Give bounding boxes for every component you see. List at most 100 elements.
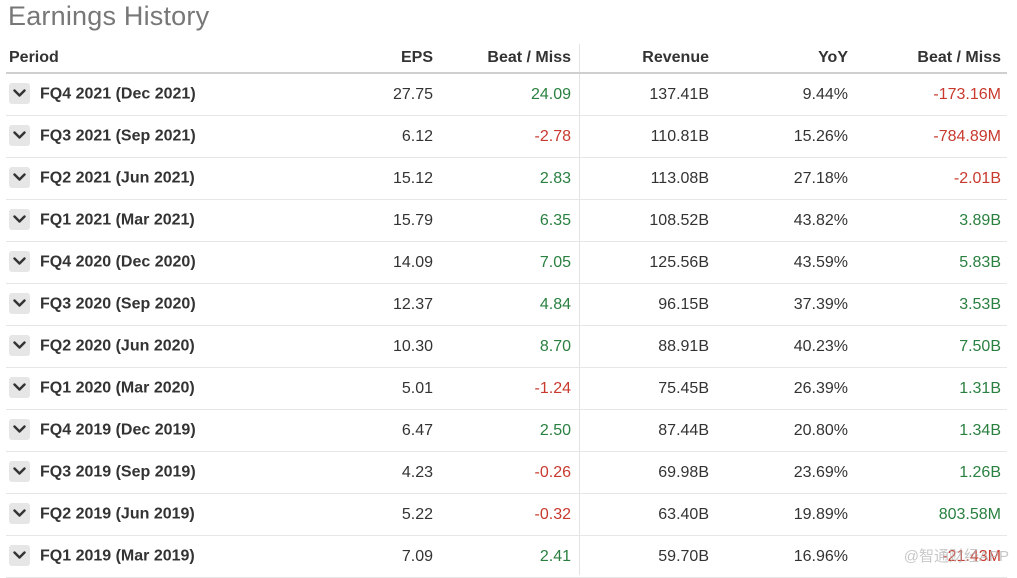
period-cell[interactable]: FQ1 2020 (Mar 2020) <box>6 367 299 410</box>
yoy-value: 27.18% <box>715 157 854 200</box>
eps-beat-miss-value: 7.05 <box>439 241 577 284</box>
period-cell[interactable]: FQ1 2019 (Mar 2019) <box>6 535 299 578</box>
revenue-value: 88.91B <box>577 325 715 368</box>
period-label: FQ2 2021 (Jun 2021) <box>40 169 195 187</box>
revenue-beat-miss-value: -784.89M <box>854 115 1007 158</box>
chevron-down-icon[interactable] <box>9 419 30 440</box>
table-row: FQ1 2021 (Mar 2021) 15.79 6.35 108.52B 43.82… <box>6 199 1007 242</box>
revenue-value: 137.41B <box>577 73 715 116</box>
period-cell[interactable]: FQ3 2020 (Sep 2020) <box>6 283 299 326</box>
eps-beat-miss-value: -0.32 <box>439 493 577 536</box>
period-label: FQ4 2020 (Dec 2020) <box>40 253 196 271</box>
eps-beat-miss-value: 6.35 <box>439 199 577 242</box>
revenue-value: 96.15B <box>577 283 715 326</box>
yoy-value: 37.39% <box>715 283 854 326</box>
table-row: FQ2 2020 (Jun 2020) 10.30 8.70 88.91B 40.23%… <box>6 325 1007 368</box>
table-row: FQ4 2020 (Dec 2020) 14.09 7.05 125.56B 43.59… <box>6 241 1007 284</box>
eps-beat-miss-value: 8.70 <box>439 325 577 368</box>
eps-beat-miss-value: 24.09 <box>439 73 577 116</box>
yoy-value: 9.44% <box>715 73 854 116</box>
chevron-down-icon[interactable] <box>9 293 30 314</box>
eps-beat-miss-value: 2.83 <box>439 157 577 200</box>
eps-value: 5.01 <box>299 367 439 410</box>
period-cell[interactable]: FQ2 2021 (Jun 2021) <box>6 157 299 200</box>
period-label: FQ3 2020 (Sep 2020) <box>40 295 196 313</box>
eps-value: 7.09 <box>299 535 439 578</box>
eps-beat-miss-value: 2.50 <box>439 409 577 452</box>
column-header-eps-beat-miss[interactable]: Beat / Miss <box>439 44 577 74</box>
eps-beat-miss-value: -1.24 <box>439 367 577 410</box>
eps-value: 27.75 <box>299 73 439 116</box>
yoy-value: 43.59% <box>715 241 854 284</box>
revenue-value: 110.81B <box>577 115 715 158</box>
revenue-beat-miss-value: -2.01B <box>854 157 1007 200</box>
revenue-beat-miss-value: 3.89B <box>854 199 1007 242</box>
eps-value: 6.12 <box>299 115 439 158</box>
column-header-yoy[interactable]: YoY <box>715 44 854 74</box>
column-header-revenue-beat-miss[interactable]: Beat / Miss <box>854 44 1007 74</box>
period-label: FQ2 2019 (Jun 2019) <box>40 505 195 523</box>
chevron-down-icon[interactable] <box>9 125 30 146</box>
revenue-value: 125.56B <box>577 241 715 284</box>
yoy-value: 20.80% <box>715 409 854 452</box>
eps-beat-miss-value: -2.78 <box>439 115 577 158</box>
revenue-value: 63.40B <box>577 493 715 536</box>
eps-value: 12.37 <box>299 283 439 326</box>
page-title: Earnings History <box>8 1 210 31</box>
column-header-revenue[interactable]: Revenue <box>577 44 715 74</box>
revenue-beat-miss-value: 7.50B <box>854 325 1007 368</box>
eps-value: 15.12 <box>299 157 439 200</box>
chevron-down-icon[interactable] <box>9 167 30 188</box>
chevron-down-icon[interactable] <box>9 209 30 230</box>
period-label: FQ4 2021 (Dec 2021) <box>40 85 196 103</box>
revenue-value: 75.45B <box>577 367 715 410</box>
column-header-eps[interactable]: EPS <box>299 44 439 74</box>
revenue-beat-miss-value: 1.31B <box>854 367 1007 410</box>
chevron-down-icon[interactable] <box>9 545 30 566</box>
yoy-value: 23.69% <box>715 451 854 494</box>
table-row: FQ3 2020 (Sep 2020) 12.37 4.84 96.15B 37.39%… <box>6 283 1007 326</box>
revenue-value: 108.52B <box>577 199 715 242</box>
period-label: FQ1 2019 (Mar 2019) <box>40 547 195 565</box>
table-row: FQ3 2021 (Sep 2021) 6.12 -2.78 110.81B 15.26… <box>6 115 1007 158</box>
revenue-value: 69.98B <box>577 451 715 494</box>
revenue-beat-miss-value: 3.53B <box>854 283 1007 326</box>
period-cell[interactable]: FQ3 2021 (Sep 2021) <box>6 115 299 158</box>
eps-beat-miss-value: -0.26 <box>439 451 577 494</box>
table-row: FQ1 2019 (Mar 2019) 7.09 2.41 59.70B 16.96% -… <box>6 535 1007 578</box>
chevron-down-icon[interactable] <box>9 83 30 104</box>
eps-beat-miss-value: 2.41 <box>439 535 577 578</box>
revenue-beat-miss-value: 803.58M <box>854 493 1007 536</box>
chevron-down-icon[interactable] <box>9 461 30 482</box>
revenue-value: 59.70B <box>577 535 715 578</box>
period-cell[interactable]: FQ4 2020 (Dec 2020) <box>6 241 299 284</box>
period-cell[interactable]: FQ1 2021 (Mar 2021) <box>6 199 299 242</box>
eps-value: 10.30 <box>299 325 439 368</box>
chevron-down-icon[interactable] <box>9 335 30 356</box>
period-cell[interactable]: FQ4 2019 (Dec 2019) <box>6 409 299 452</box>
chevron-down-icon[interactable] <box>9 503 30 524</box>
table-row: FQ2 2021 (Jun 2021) 15.12 2.83 113.08B 27.18… <box>6 157 1007 200</box>
revenue-value: 113.08B <box>577 157 715 200</box>
period-cell[interactable]: FQ4 2021 (Dec 2021) <box>6 73 299 116</box>
eps-value: 6.47 <box>299 409 439 452</box>
yoy-value: 40.23% <box>715 325 854 368</box>
period-cell[interactable]: FQ2 2019 (Jun 2019) <box>6 493 299 536</box>
period-cell[interactable]: FQ2 2020 (Jun 2020) <box>6 325 299 368</box>
revenue-beat-miss-value: 5.83B <box>854 241 1007 284</box>
revenue-beat-miss-value: -173.16M <box>854 73 1007 116</box>
chevron-down-icon[interactable] <box>9 251 30 272</box>
chevron-down-icon[interactable] <box>9 377 30 398</box>
revenue-beat-miss-value: 1.34B <box>854 409 1007 452</box>
yoy-value: 19.89% <box>715 493 854 536</box>
column-header-period[interactable]: Period <box>6 44 299 74</box>
period-cell[interactable]: FQ3 2019 (Sep 2019) <box>6 451 299 494</box>
table-row: FQ1 2020 (Mar 2020) 5.01 -1.24 75.45B 26.39%… <box>6 367 1007 410</box>
revenue-value: 87.44B <box>577 409 715 452</box>
eps-value: 4.23 <box>299 451 439 494</box>
table-header-row: Period EPS Beat / Miss Revenue YoY Beat … <box>6 44 1007 74</box>
eps-beat-miss-value: 4.84 <box>439 283 577 326</box>
period-label: FQ4 2019 (Dec 2019) <box>40 421 196 439</box>
period-label: FQ3 2021 (Sep 2021) <box>40 127 196 145</box>
revenue-beat-miss-value: -21.43M <box>854 535 1007 578</box>
